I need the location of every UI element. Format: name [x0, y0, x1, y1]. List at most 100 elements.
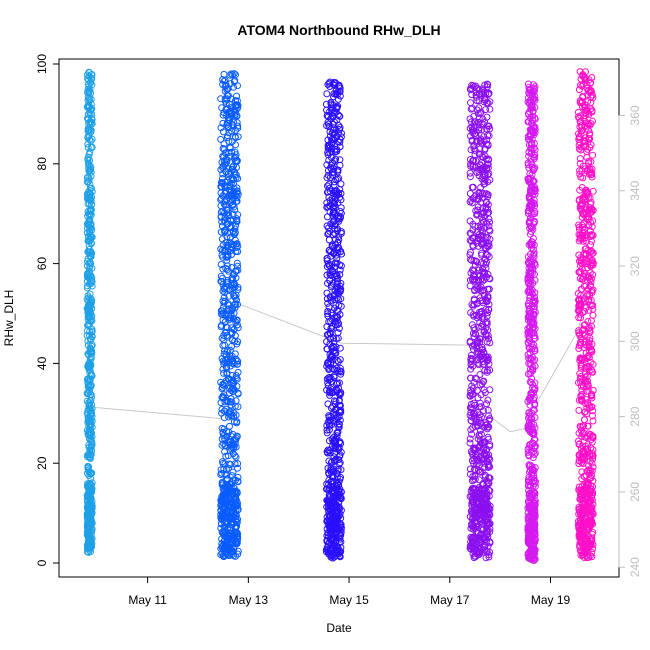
data-point [337, 473, 344, 481]
data-point [323, 323, 331, 331]
data-point [584, 247, 592, 254]
data-point [84, 188, 92, 196]
data-point [223, 220, 231, 228]
data-point [575, 345, 583, 352]
data-point [85, 83, 93, 90]
data-point [470, 257, 478, 264]
data-point [579, 355, 587, 363]
data-point [330, 365, 338, 373]
data-point [476, 338, 484, 346]
data-point [231, 206, 239, 214]
data-point [486, 366, 494, 374]
data-point [588, 173, 596, 181]
data-point [327, 283, 335, 291]
data-point [484, 353, 492, 361]
data-point [473, 211, 481, 219]
data-point [587, 485, 595, 493]
data-point [585, 76, 593, 84]
data-point [529, 528, 537, 536]
data-point [525, 258, 533, 266]
data-point [219, 509, 226, 517]
data-point [221, 380, 228, 387]
data-point [484, 201, 492, 209]
data-point [324, 307, 332, 315]
data-point [221, 493, 229, 501]
data-point [336, 248, 344, 256]
data-point [484, 141, 492, 149]
data-point [87, 542, 95, 550]
data-point [577, 494, 584, 502]
data-point [484, 292, 492, 300]
data-point [230, 315, 238, 323]
data-point [587, 540, 595, 548]
data-point [85, 294, 92, 302]
y-tick-label: 40 [35, 356, 49, 370]
data-point [581, 547, 589, 555]
data-point [472, 522, 479, 530]
data-point [331, 79, 339, 87]
data-point [219, 297, 227, 305]
data-point [472, 507, 480, 515]
data-point [234, 368, 242, 376]
data-point [228, 472, 236, 480]
data-point [220, 350, 228, 358]
data-point [221, 318, 229, 326]
data-point [328, 465, 336, 473]
data-point [478, 251, 486, 259]
data-point [526, 86, 534, 94]
data-point [231, 402, 239, 410]
data-point [326, 391, 334, 399]
data-point [324, 533, 332, 541]
data-point [86, 430, 94, 438]
data-point [531, 442, 539, 450]
data-point [481, 172, 489, 180]
data-point [323, 517, 331, 525]
data-point [327, 544, 335, 552]
data-point [332, 529, 340, 537]
data-point [476, 411, 484, 419]
data-point [221, 347, 228, 355]
data-point [584, 285, 592, 293]
data-point [325, 181, 333, 189]
data-point [223, 507, 231, 515]
data-point [221, 489, 229, 497]
data-point [481, 94, 489, 102]
data-point [579, 330, 587, 338]
data-point [486, 386, 494, 394]
data-point [482, 306, 490, 314]
data-point [526, 378, 534, 386]
data-point [233, 184, 241, 192]
data-point [218, 481, 226, 489]
data-point [234, 324, 242, 332]
scatter-series-2 [217, 70, 242, 561]
data-point [526, 394, 534, 402]
data-point [227, 70, 235, 78]
data-point [470, 540, 478, 548]
data-point [219, 513, 226, 521]
data-point [86, 320, 94, 328]
data-point [526, 370, 534, 378]
data-point [485, 90, 493, 98]
data-point [85, 246, 93, 253]
data-point [88, 110, 96, 118]
data-point [218, 183, 225, 190]
data-point [525, 148, 533, 156]
data-point [466, 435, 474, 443]
data-point [229, 270, 237, 278]
data-point [468, 91, 476, 99]
data-point [473, 311, 480, 319]
data-point [478, 220, 486, 228]
data-point [466, 339, 474, 346]
data-point [579, 515, 587, 523]
data-point [221, 527, 229, 535]
data-point [220, 523, 228, 531]
data-point [527, 365, 534, 373]
data-point [579, 456, 587, 464]
data-point [484, 406, 492, 414]
data-point [224, 266, 231, 273]
data-point [476, 145, 484, 153]
data-point [525, 269, 533, 276]
data-point [225, 460, 233, 468]
data-point [331, 259, 339, 267]
data-point [527, 187, 535, 195]
